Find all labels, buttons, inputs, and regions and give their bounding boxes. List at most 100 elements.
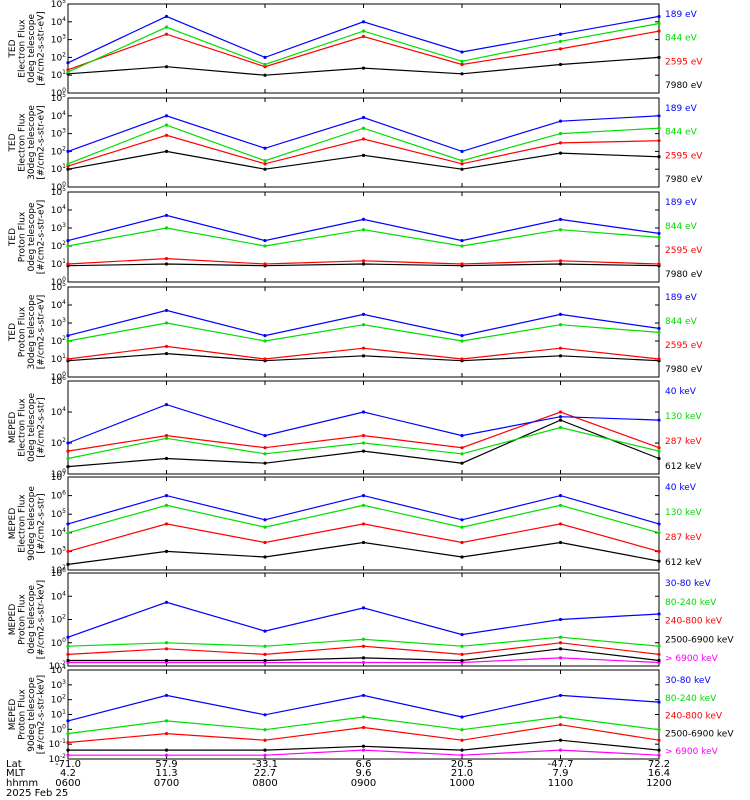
data-point [657,357,661,361]
x-axis-row-value: 21.0 [451,768,473,779]
data-point [164,262,169,266]
y-axis-label-line: 0deg telescope [27,14,37,84]
x-axis-row-value: -33.1 [252,759,278,770]
data-point [263,162,267,166]
data-point [361,153,366,157]
y-axis-label-line: Proton Flux [17,594,27,645]
legend-entry: 2500-6900 keV [665,729,734,739]
data-point [164,32,169,36]
x-axis-row-value: 6.6 [356,759,372,770]
data-point [460,50,464,54]
data-point [657,55,661,60]
data-point [263,753,267,757]
y-axis-label-line: [#/cm2-s-str-keV] [36,675,46,754]
x-axis-row-value: 9.6 [356,768,372,779]
legend-entry: 30-80 keV [665,579,711,589]
data-point [558,415,563,419]
data-point [460,748,464,752]
y-tick-label: 104 [51,527,66,539]
y-tick-label: 104 [51,590,66,602]
data-point [164,494,169,498]
x-axis-row-label: hhmm [6,778,38,789]
data-point [460,167,464,171]
data-point [558,418,563,422]
data-point [66,162,70,166]
legend-entry: 80-240 keV [665,598,717,608]
data-point [558,647,563,651]
legend-entry: 240-800 keV [665,617,723,627]
data-point [460,159,464,163]
panel-2: 100 101 102 103 104 105 TED Electron Flux 30deg … [8,92,704,193]
data-point [164,436,169,440]
data-point [460,658,464,663]
y-axis-label-line: [#/cm2-s-str-eV] [36,200,46,275]
data-point [657,700,661,704]
y-tick-label: 100 [51,637,66,649]
series-line-1 [67,541,660,565]
data-point [66,562,70,567]
data-point [558,738,563,742]
data-point [460,644,464,648]
legend-entry: 7980 eV [665,365,703,375]
data-point [558,425,563,430]
y-axis-label-line: TED [8,39,18,58]
data-point [263,55,267,60]
y-tick-label: 107 [51,471,66,483]
data-point [263,748,267,752]
data-point [657,330,661,335]
data-point [66,658,70,663]
y-axis-label-line: 90deg telescope [27,677,37,752]
data-point [66,549,70,554]
x-axis-row-value: 4.2 [60,768,76,779]
x-axis-row-value: 1000 [449,778,474,789]
y-axis-label: MEPED Electron Flux 90deg telescope [#/cm2-… [8,486,47,561]
data-point [164,25,169,29]
data-point [263,238,267,243]
y-axis-label-line: 30deg telescope [27,294,37,369]
data-point [558,723,563,727]
data-point [164,321,169,325]
data-point [558,715,563,719]
data-point [460,753,464,757]
data-point [558,217,563,222]
data-point [460,238,464,243]
data-point [263,652,267,656]
data-point [164,123,169,127]
data-point [164,647,169,651]
data-point [66,70,70,74]
y-tick-label: 101 [51,258,66,270]
data-point [657,644,661,648]
data-point [164,14,169,19]
data-point [66,635,70,639]
data-point [263,357,267,361]
y-axis-label-line: Electron Flux [17,19,27,78]
data-point [263,452,267,456]
x-axis-row-value: 11.3 [155,768,177,779]
data-point [460,333,464,338]
y-axis-label-line: Proton Flux [17,211,27,262]
data-point [66,748,70,752]
data-point [558,522,563,526]
legend-entry: 844 eV [665,317,698,327]
legend-entry: 2595 eV [665,341,703,351]
data-point [263,146,267,150]
data-point [66,522,70,526]
y-tick-label: 10-1 [49,738,67,750]
panel-8: 10-2 10-1 100 101 102 103 104 MEPED Proton Flux 9… [8,664,735,765]
data-point [657,748,661,752]
y-tick-label: 100 [51,87,66,99]
data-point [657,738,661,742]
data-point [361,217,366,222]
series-line-2 [67,523,660,552]
y-tick-label: 102 [51,564,66,576]
y-tick-label: 10-2 [49,660,67,672]
data-point [657,449,661,453]
y-tick-label: 100 [51,723,66,735]
data-point [558,132,563,136]
y-tick-label: 100 [51,468,66,480]
data-point [263,434,267,438]
data-point [460,434,464,438]
data-point [657,658,661,663]
series-line-3 [67,124,660,165]
